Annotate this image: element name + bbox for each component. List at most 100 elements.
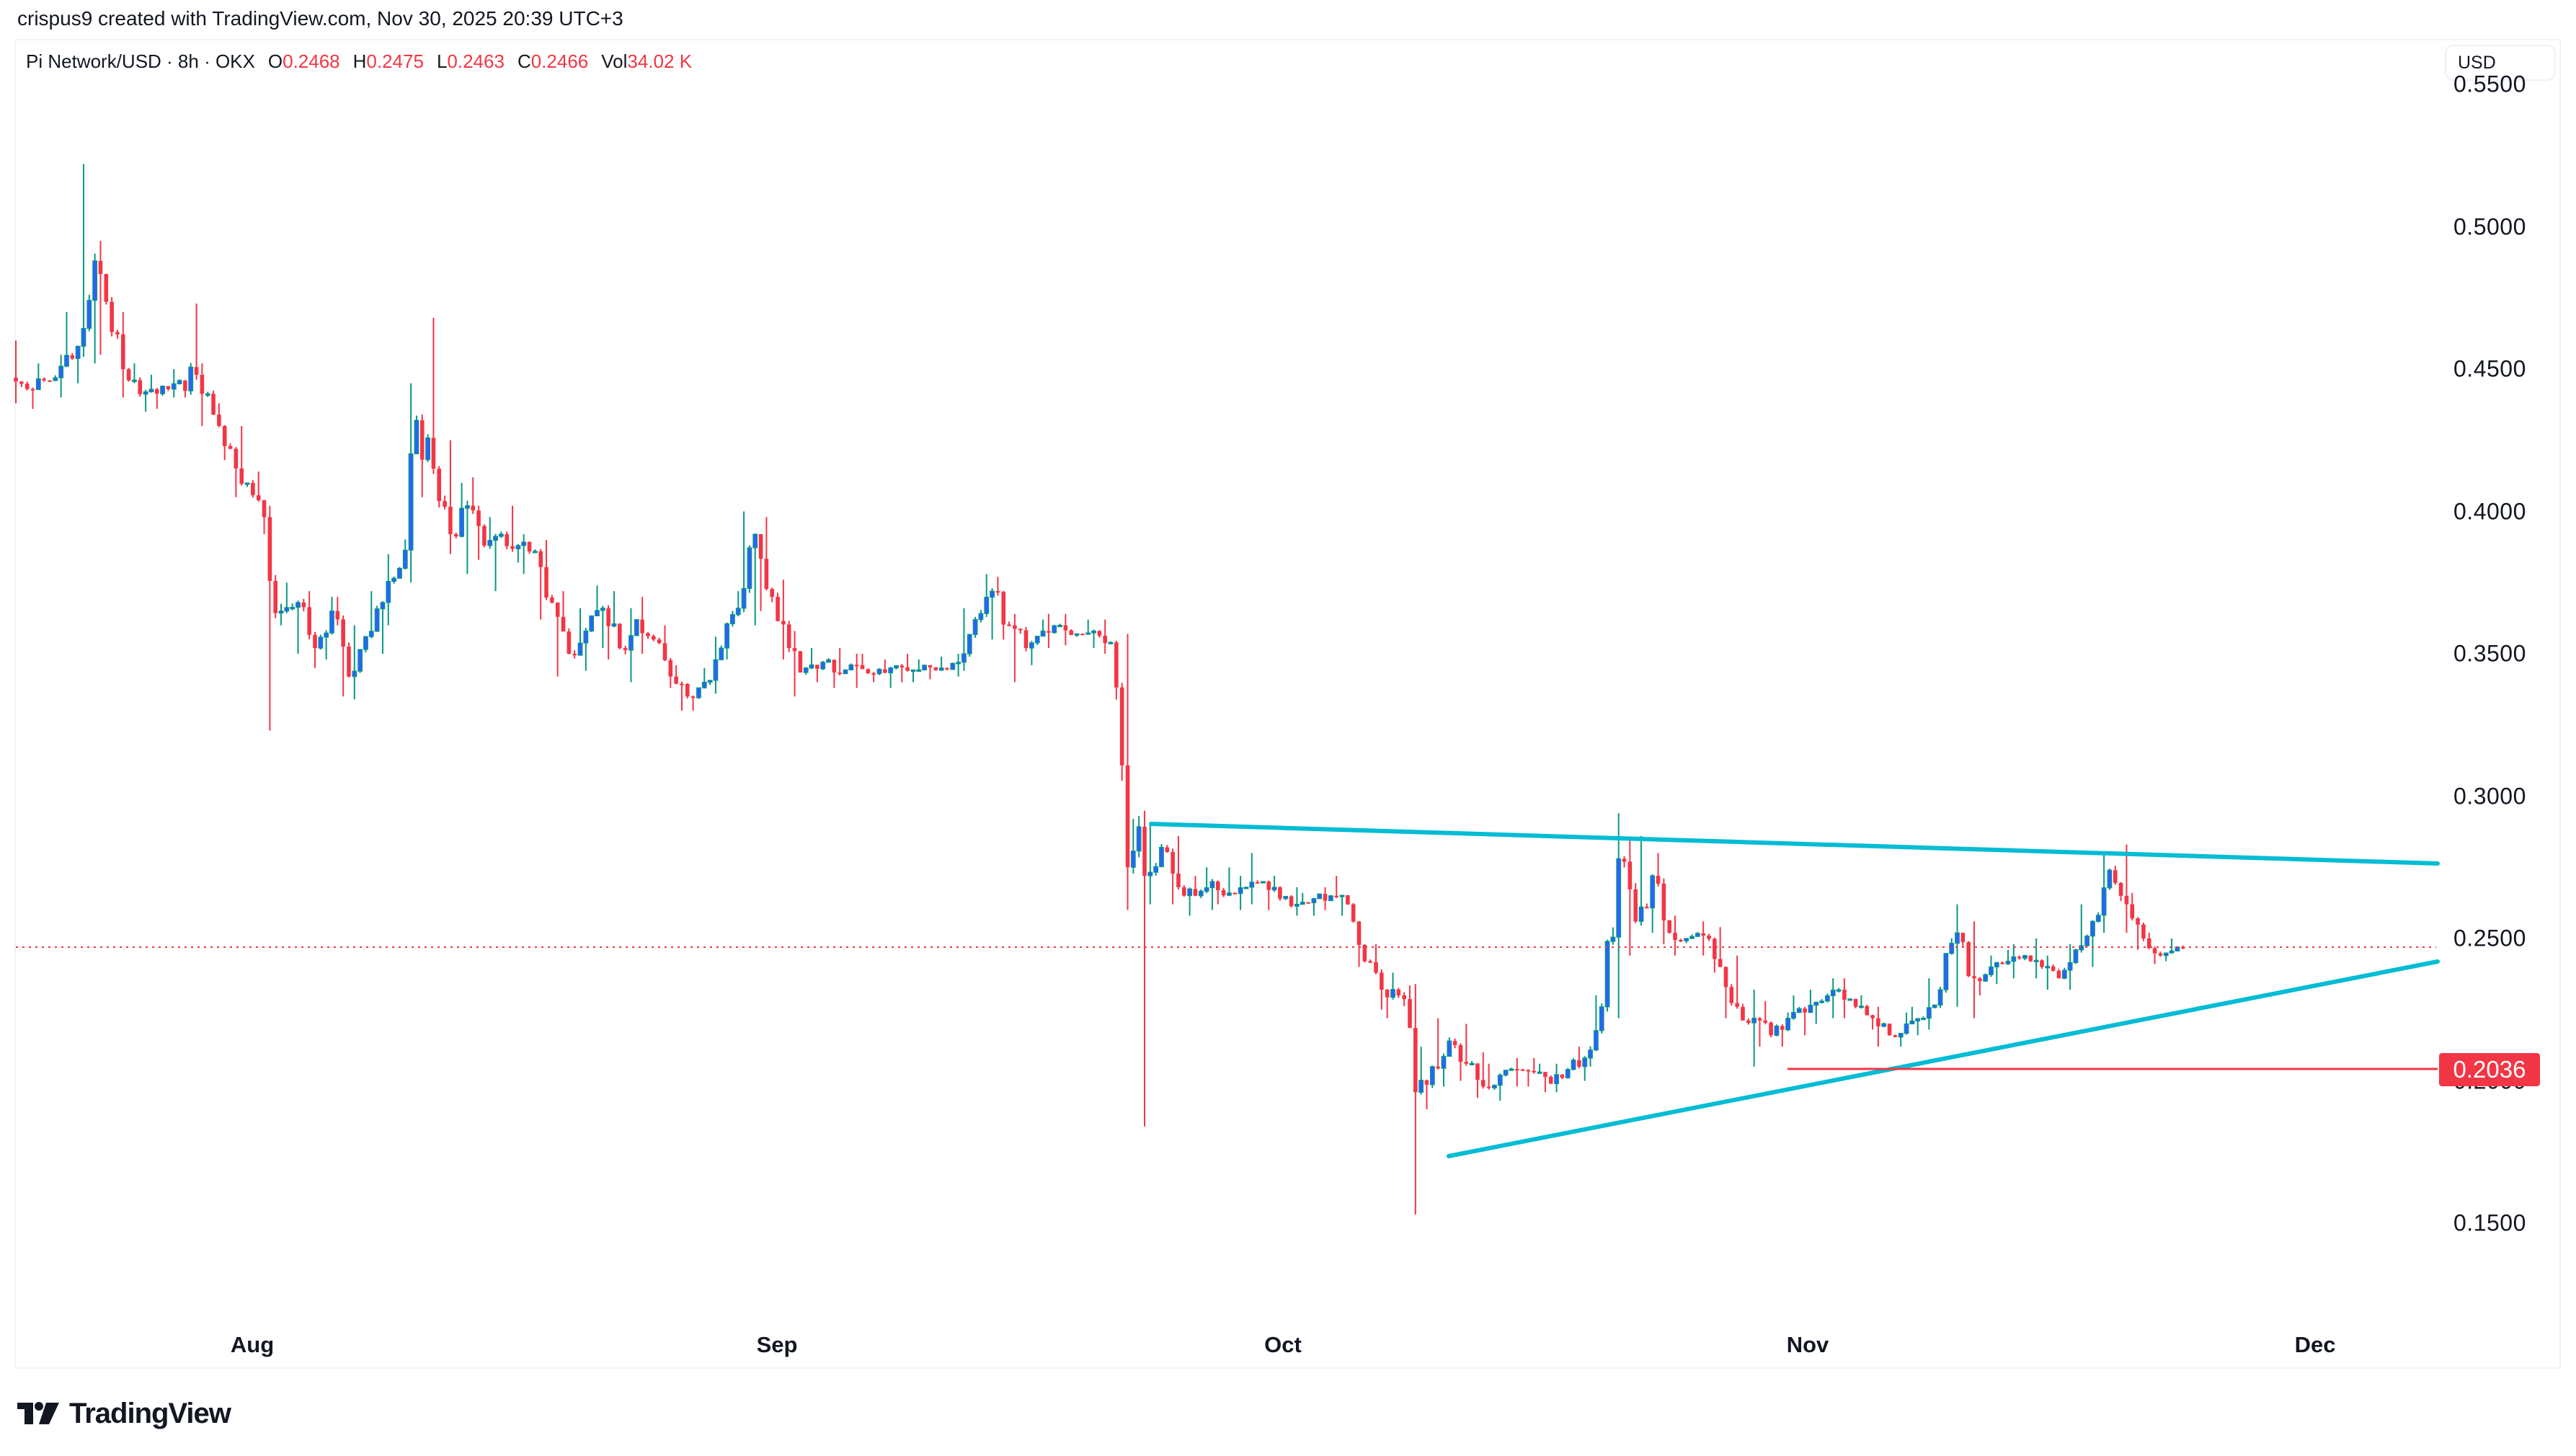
- candle-up[interactable]: [1825, 995, 1830, 1002]
- candle-up[interactable]: [577, 642, 583, 656]
- candle-down[interactable]: [1514, 1069, 1519, 1071]
- candle-down[interactable]: [98, 260, 103, 275]
- candle-up[interactable]: [58, 365, 64, 378]
- candle-up[interactable]: [92, 260, 98, 301]
- candle-down[interactable]: [1255, 882, 1260, 884]
- candle-down[interactable]: [1278, 887, 1282, 899]
- candle-up[interactable]: [1859, 1006, 1864, 1008]
- candle-up[interactable]: [938, 667, 944, 671]
- candle-down[interactable]: [1221, 889, 1226, 896]
- candle-up[interactable]: [1311, 898, 1317, 904]
- candle-down[interactable]: [1481, 1080, 1485, 1087]
- candle-down[interactable]: [510, 546, 515, 549]
- candle-down[interactable]: [623, 648, 628, 650]
- candle-up[interactable]: [1610, 936, 1616, 942]
- candle-down[interactable]: [115, 332, 120, 334]
- candle-up[interactable]: [984, 596, 990, 614]
- candle-up[interactable]: [35, 378, 41, 391]
- candle-down[interactable]: [1464, 1062, 1469, 1064]
- candle-up[interactable]: [143, 391, 148, 395]
- candle-up[interactable]: [910, 669, 916, 672]
- candle-up[interactable]: [1955, 932, 1960, 944]
- candle-up[interactable]: [1091, 630, 1096, 634]
- candle-down[interactable]: [758, 534, 763, 559]
- candle-up[interactable]: [171, 383, 177, 390]
- candle-down[interactable]: [1007, 624, 1011, 626]
- candle-up[interactable]: [752, 533, 758, 549]
- candle-up[interactable]: [493, 536, 498, 541]
- candle-up[interactable]: [2095, 915, 2101, 922]
- candle-up[interactable]: [1136, 826, 1142, 852]
- candle-up[interactable]: [1983, 974, 1989, 982]
- candle-up[interactable]: [464, 505, 470, 509]
- candle-down[interactable]: [1396, 989, 1401, 995]
- candle-up[interactable]: [1085, 632, 1091, 635]
- candle-up[interactable]: [1926, 1007, 1932, 1019]
- candle-up[interactable]: [86, 300, 92, 329]
- candle-down[interactable]: [1374, 962, 1378, 973]
- candle-up[interactable]: [290, 607, 296, 610]
- candle-up[interactable]: [747, 547, 752, 589]
- candle-down[interactable]: [2017, 956, 2022, 959]
- candle-down[interactable]: [217, 414, 221, 427]
- candle-up[interactable]: [2061, 969, 2067, 979]
- candle-down[interactable]: [471, 505, 476, 511]
- candle-down[interactable]: [341, 619, 345, 647]
- candle-down[interactable]: [1023, 630, 1029, 649]
- candle-down[interactable]: [792, 648, 797, 652]
- candle-up[interactable]: [1588, 1049, 1593, 1059]
- candle-down[interactable]: [1876, 1018, 1880, 1026]
- candle-down[interactable]: [1408, 999, 1412, 1029]
- candle-down[interactable]: [618, 623, 622, 649]
- candle-up[interactable]: [1537, 1071, 1542, 1074]
- candle-up[interactable]: [324, 632, 329, 638]
- candle-down[interactable]: [2051, 966, 2056, 971]
- candle-down[interactable]: [1865, 1006, 1870, 1016]
- candle-up[interactable]: [922, 665, 928, 670]
- candle-up[interactable]: [916, 669, 922, 672]
- candle-down[interactable]: [347, 646, 351, 677]
- candle-down[interactable]: [104, 274, 109, 302]
- candle-up[interactable]: [380, 602, 386, 610]
- candle-up[interactable]: [205, 393, 210, 396]
- candle-up[interactable]: [1796, 1008, 1802, 1013]
- candle-up[interactable]: [1052, 625, 1057, 634]
- candle-down[interactable]: [1176, 873, 1181, 887]
- candle-up[interactable]: [972, 618, 978, 635]
- candle-up[interactable]: [719, 647, 724, 660]
- candle-down[interactable]: [933, 667, 938, 670]
- candle-down[interactable]: [1368, 961, 1372, 963]
- candle-down[interactable]: [30, 389, 35, 391]
- candle-up[interactable]: [741, 587, 747, 609]
- candle-up[interactable]: [950, 662, 956, 670]
- candle-down[interactable]: [1656, 876, 1661, 884]
- candle-down[interactable]: [657, 639, 662, 644]
- candle-up[interactable]: [414, 420, 419, 455]
- candle-down[interactable]: [448, 507, 453, 535]
- candle-up[interactable]: [1819, 1000, 1825, 1003]
- candle-down[interactable]: [335, 611, 340, 620]
- candle-up[interactable]: [1785, 1017, 1791, 1031]
- candle-down[interactable]: [1182, 887, 1186, 896]
- candle-down[interactable]: [313, 634, 317, 649]
- candle-down[interactable]: [640, 619, 644, 634]
- candle-up[interactable]: [1565, 1069, 1571, 1078]
- candle-down[interactable]: [2113, 870, 2118, 884]
- candle-up[interactable]: [487, 540, 493, 546]
- candle-up[interactable]: [1616, 858, 1622, 938]
- candle-down[interactable]: [1718, 959, 1723, 967]
- candle-down[interactable]: [854, 665, 859, 667]
- candle-up[interactable]: [1937, 989, 1943, 1006]
- candle-up[interactable]: [1198, 890, 1204, 897]
- candle-up[interactable]: [425, 437, 430, 461]
- candle-up[interactable]: [1932, 1004, 1937, 1008]
- candle-down[interactable]: [1486, 1086, 1491, 1088]
- candle-up[interactable]: [2101, 887, 2107, 916]
- candle-up[interactable]: [696, 687, 701, 698]
- candle-up[interactable]: [1915, 1018, 1921, 1022]
- candle-up[interactable]: [188, 366, 194, 391]
- candle-up[interactable]: [1447, 1040, 1452, 1057]
- candle-down[interactable]: [2056, 970, 2061, 979]
- candle-up[interactable]: [1695, 933, 1700, 937]
- candle-down[interactable]: [1633, 889, 1638, 922]
